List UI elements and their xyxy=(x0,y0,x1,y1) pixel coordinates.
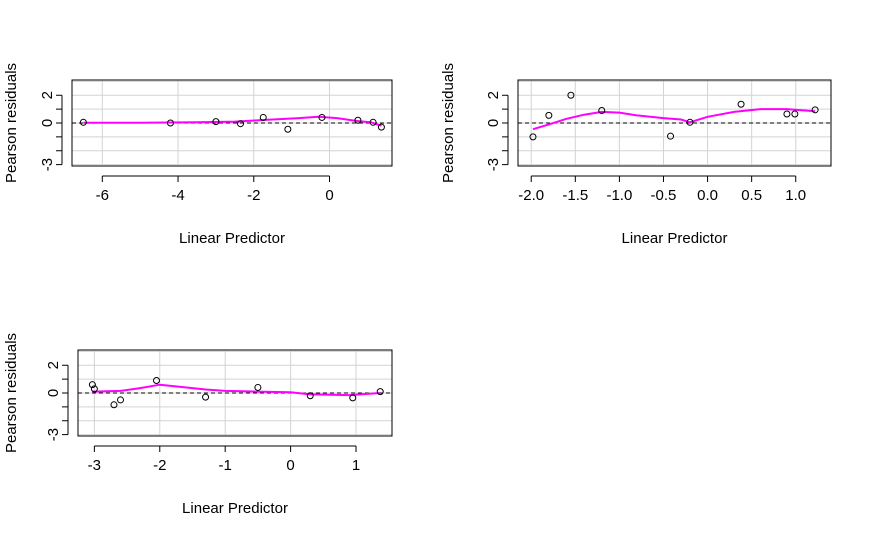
panel-3-point-9 xyxy=(349,394,357,402)
panel-3-x-axis-title: Linear Predictor xyxy=(182,500,288,517)
panel-2-x-tick-label-4: 0.0 xyxy=(697,187,718,204)
panel-3-point-6 xyxy=(202,393,210,401)
panel-2-point-10 xyxy=(811,106,819,114)
panel-1-point-3 xyxy=(212,118,220,126)
panel-3-y-axis-title: Pearson residuals xyxy=(3,333,20,453)
panel-2-point-1 xyxy=(529,133,537,141)
panel-2-y-tick-label-1: 0 xyxy=(485,119,502,127)
panel-3-x-tick-label-0: -3 xyxy=(88,457,101,474)
residual-panel-2: -2.0 -1.5 -1.0 -0.5 0.0 0.5 1.0 -3 0 2 Linear Pred… xyxy=(440,63,832,247)
panel-2-plot-frame xyxy=(517,79,832,167)
panel-1-y-tick-label-0: -3 xyxy=(39,158,56,171)
panel-3-y-tick-label-0: -3 xyxy=(45,428,62,441)
panel-2-y-tick-label-2: 2 xyxy=(485,91,502,99)
panel-3-point-1 xyxy=(88,381,96,389)
panel-2-point-6 xyxy=(686,118,694,126)
panel-2-x-axis-title: Linear Predictor xyxy=(622,230,728,247)
panel-1-y-tick-label-2: 2 xyxy=(39,91,56,99)
panel-1-y-axis-title: Pearson residuals xyxy=(3,63,20,183)
panel-3-point-10 xyxy=(376,388,384,396)
panel-3-point-2 xyxy=(90,385,98,393)
panel-3-point-4 xyxy=(117,396,125,404)
panel-3-point-3 xyxy=(110,401,118,409)
panel-2-x-tick-label-3: -0.5 xyxy=(651,187,677,204)
panel-2-x-tick-label-0: -2.0 xyxy=(518,187,544,204)
panel-3-x-tick-label-1: -2 xyxy=(153,457,166,474)
panel-2-point-2 xyxy=(545,111,553,119)
panel-1-x-tick-label-3: 0 xyxy=(325,187,333,204)
panel-2-x-tick-label-5: 0.5 xyxy=(741,187,762,204)
panel-2-point-7 xyxy=(737,100,745,108)
panel-2-y-axis-title: Pearson residuals xyxy=(440,63,457,183)
panel-1-point-10 xyxy=(377,123,385,131)
panel-1-point-9 xyxy=(369,118,377,126)
residual-panel-1: -6 -4 -2 0 -3 0 2 Linear Predictor Pearson resid… xyxy=(3,63,393,247)
panel-2-point-8 xyxy=(783,110,791,118)
panel-2-point-3 xyxy=(567,91,575,99)
panel-2-smooth-line xyxy=(532,108,816,131)
panel-3-y-tick-label-2: 2 xyxy=(45,361,62,369)
panel-3-y-tick-label-1: 0 xyxy=(45,389,62,397)
panel-2-x-tick-label-6: 1.0 xyxy=(785,187,806,204)
panel-2-point-9 xyxy=(791,110,799,118)
panel-3-point-8 xyxy=(306,392,314,400)
panel-3-point-7 xyxy=(254,383,262,391)
panel-2-x-tick-label-1: -1.5 xyxy=(562,187,588,204)
panel-3-x-tick-label-3: 0 xyxy=(286,457,294,474)
residual-panel-3: -3 -2 -1 0 1 -3 0 2 Linear Predictor Pearson resi… xyxy=(3,333,393,517)
panel-1-x-tick-label-2: -2 xyxy=(247,187,260,204)
panel-3-x-tick-label-4: 1 xyxy=(352,457,360,474)
panel-2-y-tick-label-0: -3 xyxy=(485,158,502,171)
panel-2-x-tick-label-2: -1.0 xyxy=(606,187,632,204)
panel-1-smooth-line xyxy=(83,115,382,127)
panel-1-y-tick-label-1: 0 xyxy=(39,119,56,127)
panel-1-x-tick-label-0: -6 xyxy=(96,187,109,204)
panel-3-x-tick-label-2: -1 xyxy=(219,457,232,474)
panel-1-point-4 xyxy=(237,120,245,128)
panel-1-point-1 xyxy=(79,118,87,126)
panel-3-smooth-line xyxy=(92,383,381,397)
panel-1-x-tick-label-1: -4 xyxy=(171,187,184,204)
panel-3-point-5 xyxy=(153,377,160,385)
panel-1-point-8 xyxy=(354,116,362,124)
panel-1-point-6 xyxy=(284,125,292,133)
panel-2-point-5 xyxy=(667,132,675,140)
panel-1-plot-frame xyxy=(71,79,393,167)
panel-2-point-4 xyxy=(598,107,606,115)
panel-1-point-2 xyxy=(166,119,174,127)
panel-3-plot-frame xyxy=(77,349,393,437)
panel-1-x-axis-title: Linear Predictor xyxy=(179,230,285,247)
panel-1-point-7 xyxy=(318,113,326,121)
panel-1-point-5 xyxy=(259,113,267,121)
